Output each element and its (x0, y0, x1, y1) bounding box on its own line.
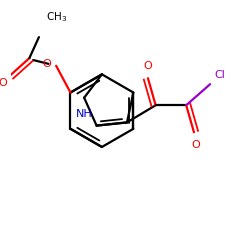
Text: Cl: Cl (214, 70, 225, 81)
Text: O: O (42, 59, 51, 69)
Text: O: O (0, 78, 8, 88)
Text: O: O (144, 61, 152, 71)
Text: NH: NH (76, 109, 92, 119)
Text: O: O (192, 140, 200, 149)
Text: CH$_3$: CH$_3$ (46, 10, 67, 24)
